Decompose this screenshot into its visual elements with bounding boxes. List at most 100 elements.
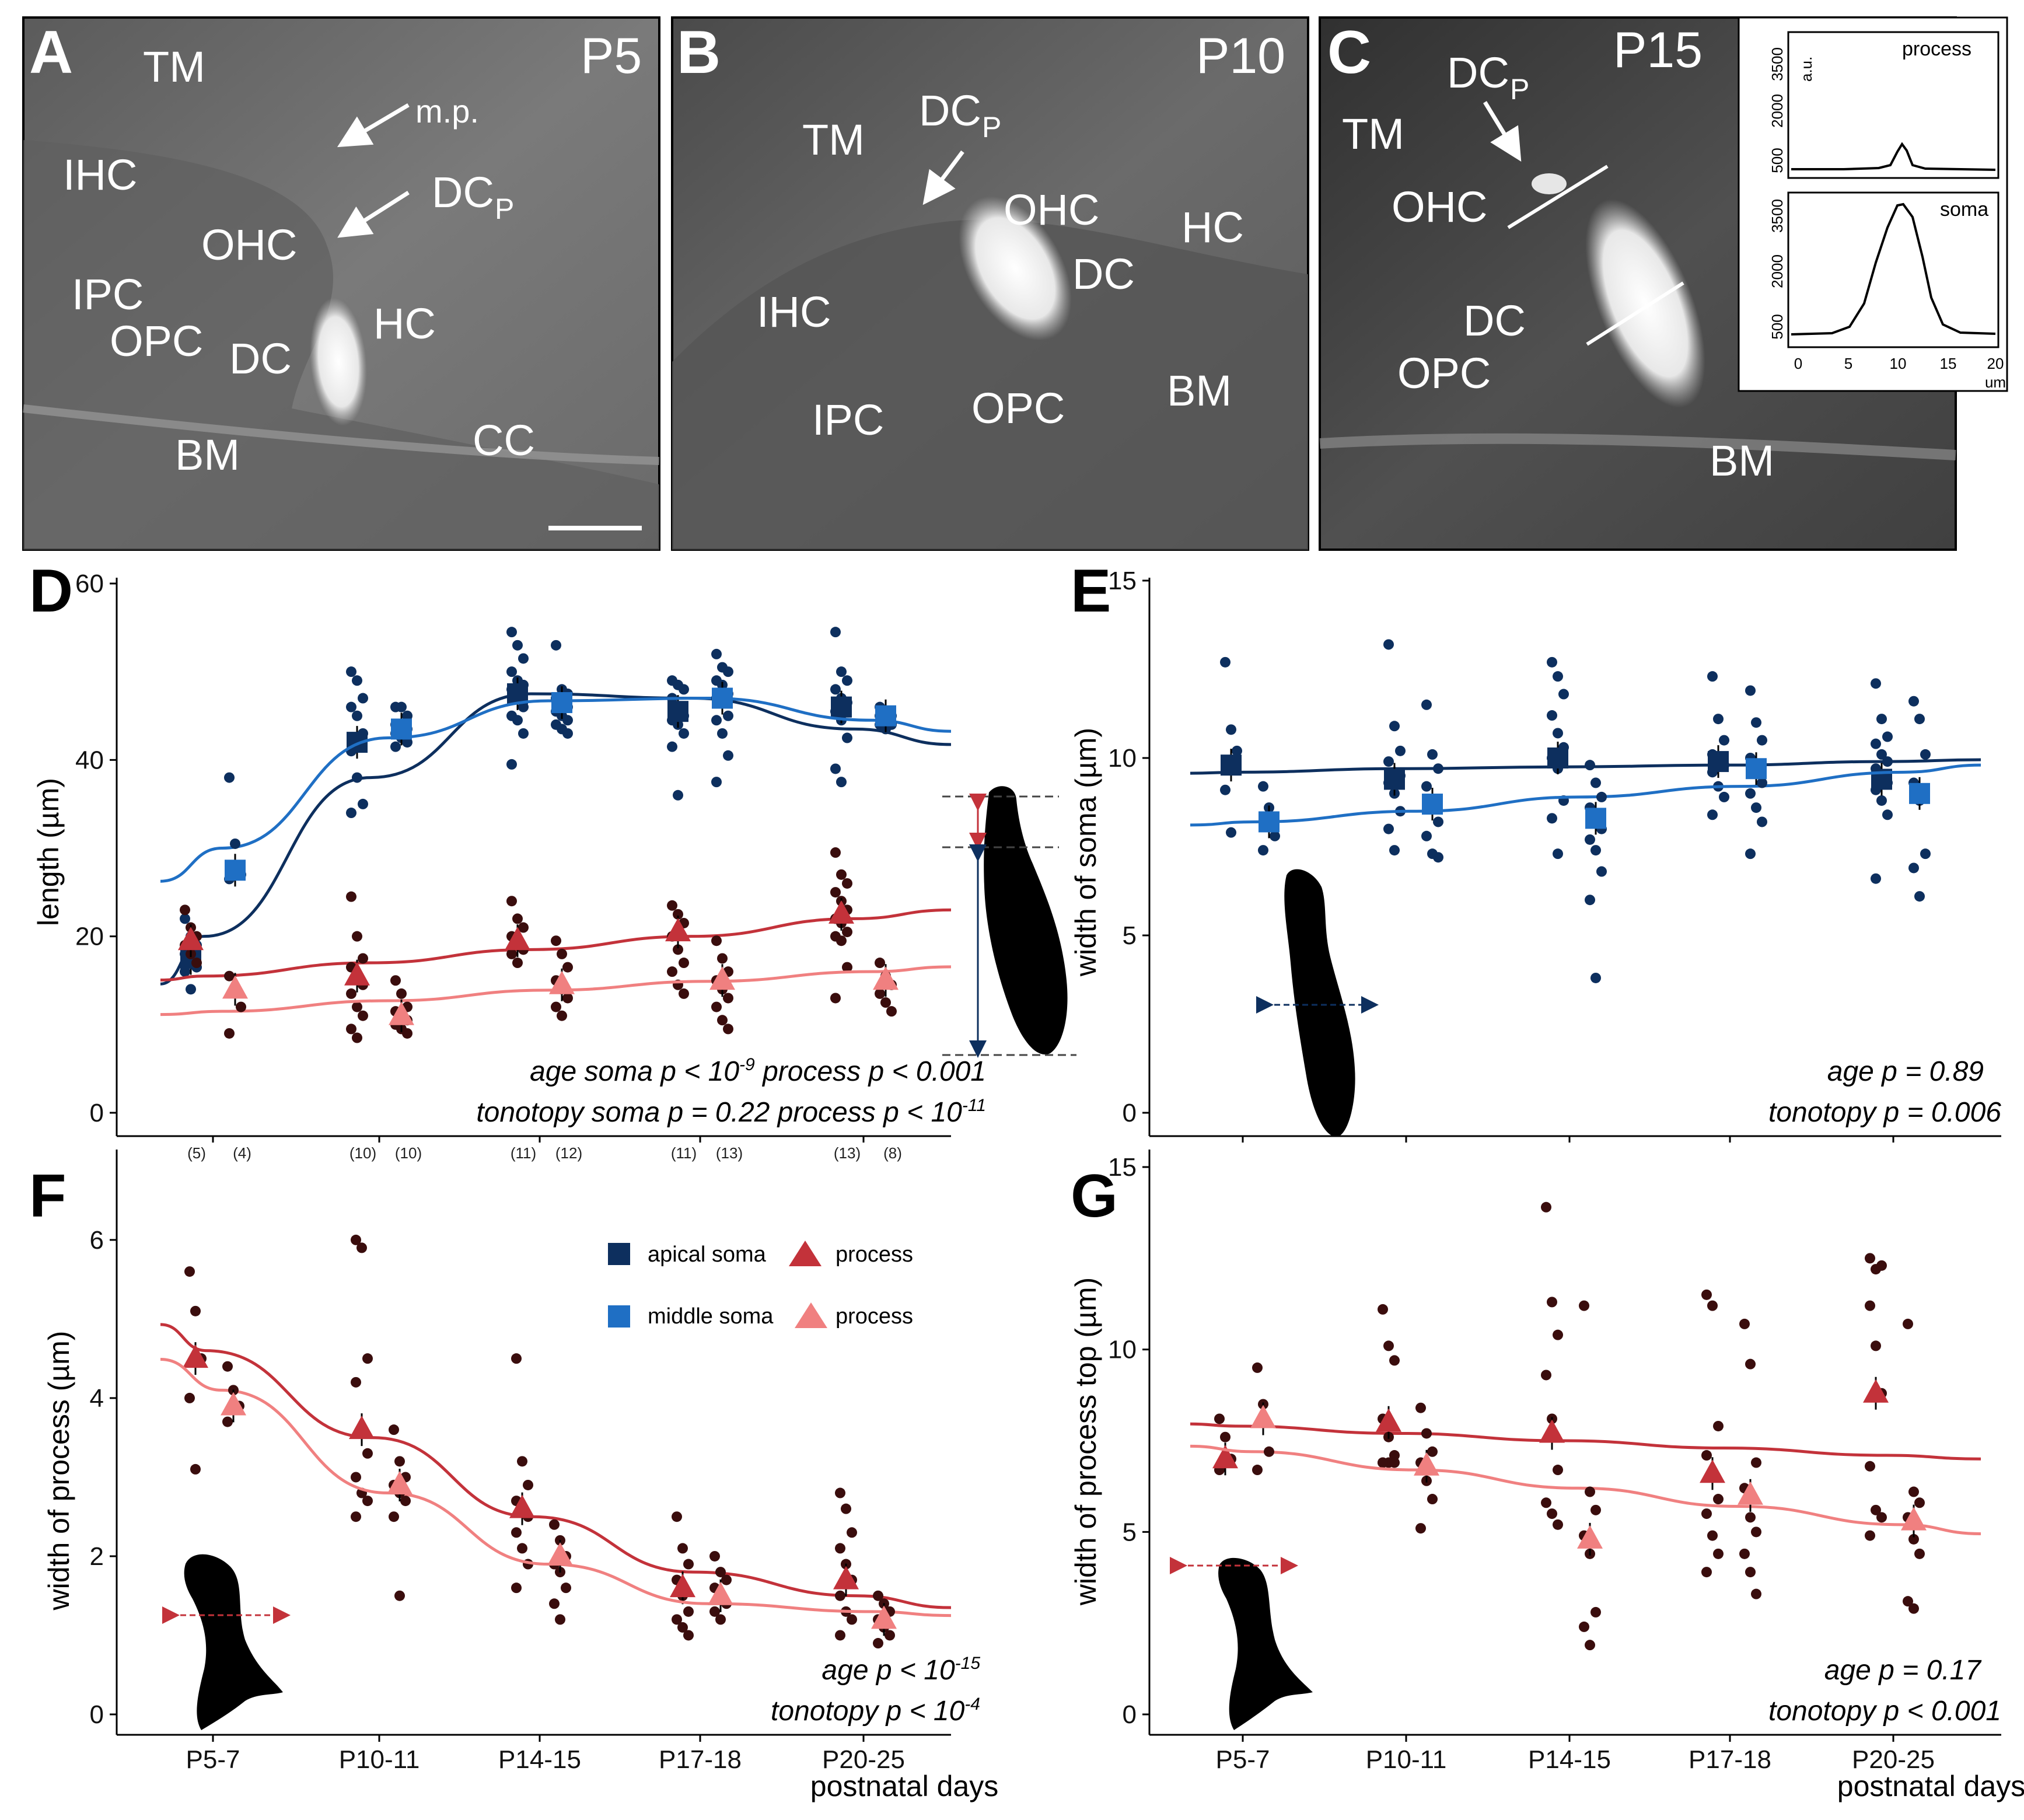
e-annotation-age: age p = 0.89: [1827, 1056, 1984, 1087]
d-point-process-middle-2-5: [562, 993, 573, 1004]
e-point-middle-soma-0-2: [1270, 830, 1280, 841]
e-point-middle-soma-1-0: [1421, 699, 1432, 710]
d-point-process-apical-3-0: [667, 900, 677, 911]
inset-ytick-top-2: 500: [1768, 148, 1786, 173]
e-point-middle-soma-2-7: [1590, 845, 1601, 856]
e-ytick-label-2: 10: [1108, 744, 1137, 773]
d-point-apical-soma-3-8: [679, 728, 689, 739]
e-point-middle-soma-2-10: [1590, 972, 1601, 983]
d-point-process-middle-1-1: [396, 988, 407, 999]
d-count-9: (8): [883, 1144, 902, 1162]
g-annotation-tonotopy: tonotopy p < 0.001: [1768, 1696, 2001, 1727]
f-point-process-middle-3-2: [721, 1574, 732, 1585]
f-point-process-middle-3-0: [709, 1550, 720, 1562]
d-count-6: (11): [671, 1144, 697, 1162]
f-point-process-middle-2-6: [549, 1598, 560, 1609]
f-point-process-apical-3-1: [677, 1543, 688, 1554]
d-point-apical-soma-1-4: [352, 710, 362, 721]
d-point-apical-soma-4-8: [842, 732, 852, 743]
inset-plot-top: [1787, 31, 1999, 179]
d-mean-middle-soma-1: [391, 718, 412, 740]
g-point-process-apical-2-7: [1547, 1508, 1557, 1519]
d-point-apical-soma-4-2: [842, 675, 852, 686]
e-point-apical-soma-4-5: [1882, 756, 1893, 767]
d-mean-process-middle-0: [222, 975, 248, 999]
d-point-process-middle-2-0: [551, 935, 561, 946]
g-point-process-middle-1-5: [1427, 1494, 1438, 1505]
e-mean-apical-soma-0: [1221, 754, 1242, 776]
g-point-process-middle-4-4: [1908, 1533, 1919, 1545]
g-point-process-apical-2-8: [1553, 1519, 1563, 1530]
d-point-process-apical-0-0: [180, 904, 190, 916]
d-mean-process-apical-1: [344, 962, 370, 986]
f-point-process-apical-4-9: [835, 1630, 845, 1641]
g-point-process-middle-3-1: [1745, 1358, 1756, 1370]
f-ytick-label-1: 2: [90, 1542, 104, 1571]
f-point-process-apical-3-8: [683, 1630, 694, 1641]
d-point-process-middle-2-6: [551, 1001, 561, 1012]
g-point-process-middle-3-4: [1745, 1512, 1756, 1523]
label-ohc-c: OHC: [1392, 183, 1487, 231]
d-mean-middle-soma-4: [875, 705, 896, 726]
d-point-process-apical-1-6: [346, 988, 356, 999]
d-point-process-apical-3-1: [673, 909, 683, 920]
e-point-apical-soma-4-10: [1876, 795, 1887, 806]
f-mean-process-apical-0: [183, 1344, 208, 1368]
d-point-process-middle-1-8: [402, 1028, 413, 1039]
stage-label-a: P5: [581, 28, 642, 84]
g-mean-process-apical-3: [1700, 1459, 1725, 1483]
e-point-middle-soma-4-6: [1908, 862, 1919, 874]
d-y-ticks: 0 20 40 60: [75, 570, 865, 1143]
f-xtick-label-0: P5-7: [186, 1745, 240, 1774]
micrograph-a: A P5 TM m.p. IHC DC P OHC IPC OPC DC HC …: [22, 16, 660, 551]
inset-xtick-0: 0: [1794, 355, 1802, 372]
g-point-process-middle-1-0: [1415, 1402, 1426, 1413]
d-count-8: (13): [834, 1144, 861, 1162]
e-point-middle-soma-3-2: [1757, 735, 1767, 746]
g-point-process-middle-0-0: [1252, 1362, 1263, 1373]
label-tm-a: TM: [143, 43, 205, 91]
d-y-axis-title: length (µm): [32, 778, 65, 926]
d-point-process-apical-4-11: [842, 962, 852, 973]
micrograph-a-texture: [23, 140, 659, 550]
d-point-process-apical-4-2: [842, 878, 852, 889]
inset-plot-bottom: [1787, 191, 1999, 348]
f-ytick-label-2: 4: [90, 1384, 104, 1413]
f-ann1-prefix: age p < 10: [822, 1655, 955, 1686]
f-mean-process-apical-4: [833, 1566, 859, 1590]
g-ytick-label-3: 15: [1108, 1153, 1137, 1182]
f-ann1-exp: -15: [955, 1654, 981, 1673]
d-point-apical-soma-2-10: [512, 715, 523, 726]
legend-label-middle-soma: middle soma: [648, 1304, 774, 1329]
g-point-process-middle-3-6: [1739, 1548, 1750, 1559]
e-point-middle-soma-4-0: [1908, 696, 1919, 707]
f-point-process-middle-4-0: [873, 1590, 883, 1601]
f-xtick-label-1: P10-11: [339, 1745, 420, 1774]
d-point-apical-soma-4-3: [830, 684, 841, 695]
d-point-process-apical-1-2: [358, 953, 368, 964]
d-point-apical-soma-2-11: [518, 728, 529, 739]
profile-line-soma: [1586, 281, 1684, 346]
stage-label-b: P10: [1196, 28, 1285, 84]
d-ann2-prefix: tonotopy soma p = 0.22 process p < 10: [476, 1097, 962, 1128]
e-mean-apical-soma-2: [1547, 747, 1568, 768]
d-point-apical-soma-2-2: [518, 653, 529, 664]
g-ytick-label-0: 0: [1123, 1700, 1137, 1729]
d-count-1: (4): [233, 1144, 251, 1162]
inset-xtick-4: 20: [1987, 355, 2004, 372]
f-point-process-apical-1-0: [351, 1234, 361, 1245]
f-mean-process-middle-4: [871, 1605, 897, 1629]
f-point-process-middle-1-1: [394, 1456, 405, 1467]
f-point-process-middle-1-6: [389, 1511, 399, 1522]
f-point-process-apical-1-9: [351, 1511, 361, 1522]
f-point-process-apical-3-7: [677, 1622, 688, 1633]
e-point-middle-soma-4-7: [1914, 891, 1925, 902]
label-bm-a: BM: [175, 431, 240, 479]
g-xtick-label-3: P17-18: [1689, 1745, 1771, 1774]
e-point-apical-soma-0-1: [1226, 724, 1236, 735]
d-point-apical-soma-1-7: [352, 772, 362, 783]
d-mean-process-apical-2: [505, 927, 530, 951]
g-point-process-middle-4-1: [1908, 1486, 1919, 1497]
f-data-marks: [160, 1234, 952, 1649]
